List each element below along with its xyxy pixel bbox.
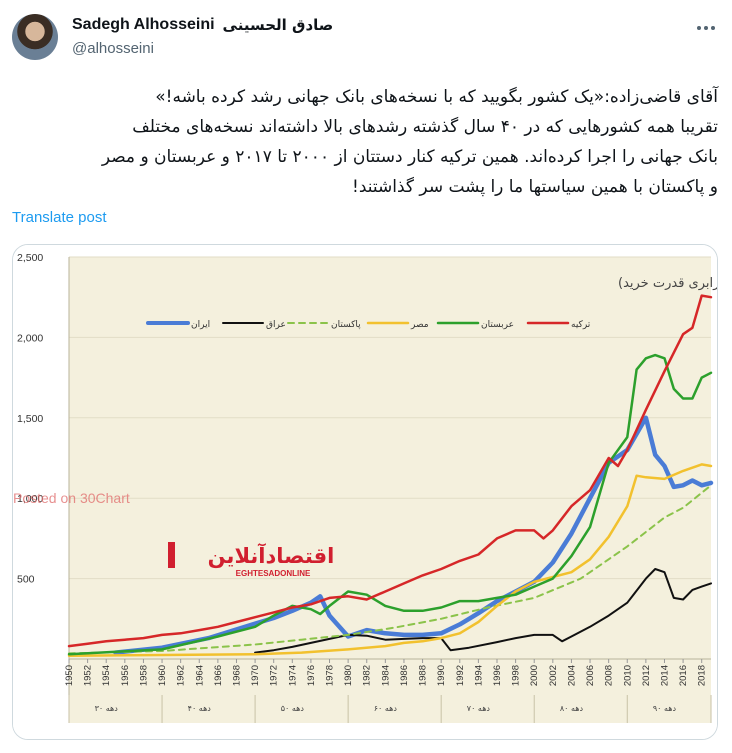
x-tick-label: 1996 (492, 665, 503, 686)
x-tick-label: 2010 (622, 665, 633, 686)
x-tick-label: 1992 (455, 665, 466, 686)
author-handle[interactable]: @alhosseini (72, 40, 154, 57)
decade-label: دهه ۴۰ (188, 704, 212, 713)
author-display-name-fa[interactable]: صادق الحسینی (222, 16, 334, 34)
tweet-text-line: تقریبا همه کشورهایی که در ۴۰ سال گذشته ر… (132, 117, 718, 137)
x-tick-label: 2006 (585, 665, 596, 686)
x-tick-label: 1966 (213, 665, 224, 686)
logo-mark (168, 542, 175, 568)
series-line (67, 294, 713, 648)
logo-text: اقتصادآنلاین (208, 543, 335, 568)
x-tick-label: 1982 (362, 665, 373, 686)
author-name-row: Sadegh Alhosseini صادق الحسینی (72, 14, 333, 36)
decade-label: دهه ۸۰ (560, 704, 584, 713)
x-tick-label: 1952 (83, 665, 94, 686)
logo-subtext: EGHTESADONLINE (236, 569, 311, 578)
x-tick-label: 1980 (343, 665, 354, 686)
x-tick-label: 1956 (120, 665, 131, 686)
x-axis-band (69, 659, 711, 723)
decade-label: دهه ۶۰ (374, 704, 398, 713)
series-line (67, 463, 713, 658)
series-line (68, 484, 712, 655)
y-tick-label: 500 (17, 574, 35, 586)
x-tick-label: 1994 (473, 665, 484, 686)
x-tick-label: 1954 (101, 665, 112, 686)
x-tick-label: 1962 (176, 665, 187, 686)
x-tick-label: 2000 (529, 665, 540, 686)
watermark-text: Posted on 30Chart (13, 490, 130, 506)
x-tick-label: 2018 (697, 665, 708, 686)
tweet-text-line: و پاکستان با همین سیاستها ما را پشت سر گ… (352, 177, 718, 197)
legend-label: پاکستان (331, 320, 361, 330)
author-display-name[interactable]: Sadegh Alhosseini (72, 16, 215, 33)
chart-title: تولید ناخالص داخلی قیمت های ثابت ۲۰۱۷ (ب… (618, 276, 718, 291)
tweet-text: آقای قاضی‌زاده:«یک کشور بگویید که با نسخ… (12, 82, 718, 202)
legend-label: ایران (191, 320, 210, 330)
decade-label: دهه ۵۰ (281, 704, 305, 713)
tweet-text-line: آقای قاضی‌زاده:«یک کشور بگویید که با نسخ… (155, 87, 718, 107)
x-tick-label: 1958 (138, 665, 149, 686)
more-options-icon[interactable] (692, 18, 720, 38)
legend-label: عراق (266, 320, 286, 330)
x-tick-label: 1988 (418, 665, 429, 686)
legend-label: مصر (410, 320, 429, 330)
x-tick-label: 1970 (250, 665, 261, 686)
x-tick-label: 1972 (269, 665, 280, 686)
tweet-media-chart[interactable]: 2,500 2,000 1,500 1,000 500 Posted on 30Chart… (12, 244, 718, 740)
x-tick-label: 1998 (511, 665, 522, 686)
x-tick-label: 1990 (436, 665, 447, 686)
x-tick-label: 2004 (566, 665, 577, 686)
x-tick-label: 2016 (678, 665, 689, 686)
y-tick-label: 1,000 (17, 493, 43, 505)
x-tick-label: 1984 (380, 665, 391, 686)
x-tick-label: 2002 (548, 665, 559, 686)
translate-post-link[interactable]: Translate post (12, 209, 107, 226)
x-tick-label: 1950 (64, 665, 75, 686)
decade-label: دهه ۳۰ (95, 704, 119, 713)
x-tick-label: 1964 (194, 665, 205, 686)
y-tick-label: 1,500 (17, 413, 43, 425)
legend-label: ترکیه (571, 320, 591, 330)
x-tick-label: 2014 (660, 665, 671, 686)
y-tick-label: 2,500 (17, 252, 43, 264)
series-line (67, 353, 713, 656)
x-tick-label: 2012 (641, 665, 652, 686)
x-tick-label: 1976 (306, 665, 317, 686)
author-avatar[interactable] (12, 14, 58, 60)
x-tick-label: 2008 (604, 665, 615, 686)
gdp-line-chart: 2,500 2,000 1,500 1,000 500 Posted on 30Chart… (13, 245, 718, 739)
x-tick-label: 1960 (157, 665, 168, 686)
legend-label: عربستان (481, 320, 514, 330)
x-tick-label: 1978 (325, 665, 336, 686)
decade-label: دهه ۷۰ (467, 704, 491, 713)
decade-label: دهه ۹۰ (653, 704, 677, 713)
y-tick-label: 2,000 (17, 332, 43, 344)
x-tick-label: 1986 (399, 665, 410, 686)
x-tick-label: 1968 (232, 665, 243, 686)
x-tick-label: 1974 (287, 665, 298, 686)
tweet-text-line: بانک جهانی را اجرا کرده‌اند. همین ترکیه … (101, 147, 718, 167)
